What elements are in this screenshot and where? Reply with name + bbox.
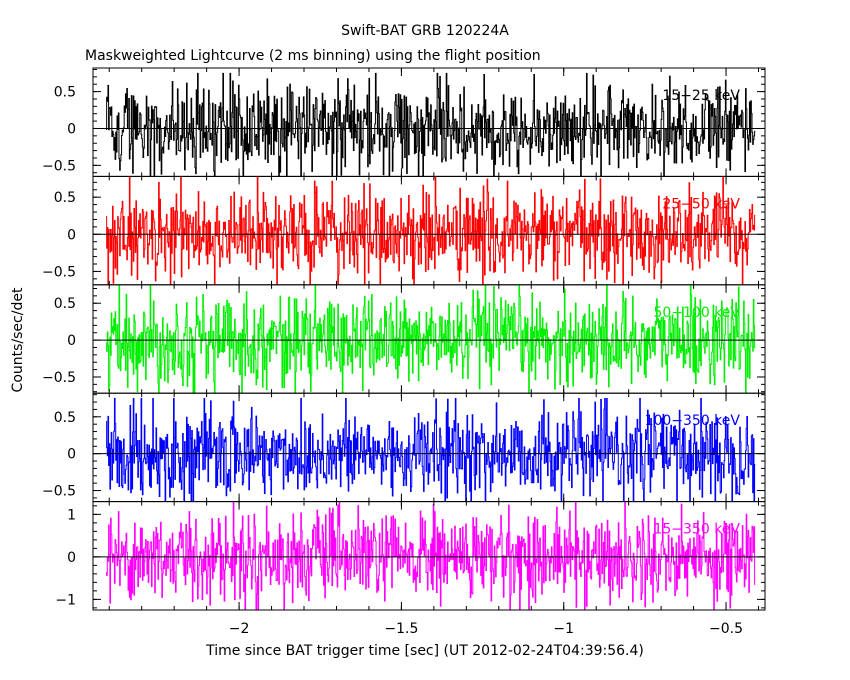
y-tick-label: −0.5	[42, 370, 76, 386]
series-line-15-350-kev	[105, 501, 756, 611]
panel-15-350-kev: −1 0 1 15−350 keV	[55, 501, 766, 611]
y-axis-label: Counts/sec/det	[10, 287, 26, 392]
y-tick-label: 0	[67, 333, 76, 349]
x-tick-label: −2	[229, 621, 250, 637]
y-tick-label: 0.5	[54, 296, 76, 312]
panel-25-50-kev: −0.5 0 0.5 25−50 keV	[42, 175, 766, 286]
y-tick-label: 0	[67, 121, 76, 137]
y-tick-label: 0.5	[54, 190, 76, 206]
panel-50-100-kev: −0.5 0 0.5 50−100 keV	[42, 284, 766, 394]
y-tick-label: 1	[67, 507, 76, 523]
y-tick-label: −0.5	[42, 158, 76, 174]
band-label: 100−350 keV	[645, 413, 741, 429]
x-axis-label: Time since BAT trigger time [sec] (UT 20…	[205, 643, 644, 659]
band-label: 15−350 keV	[653, 522, 740, 538]
y-tick-label: 0	[67, 227, 76, 243]
band-label: 15−25 keV	[662, 88, 740, 104]
y-tick-label: −1	[55, 592, 76, 608]
y-tick-label: −0.5	[42, 484, 76, 500]
y-tick-label: −0.5	[42, 264, 76, 280]
panels-group: −0.5 0 0.5 15−25 keV −0.5 0 0.5 25−50 keV −0.5 0 0…	[42, 67, 766, 611]
series-line-100-350-kev	[105, 398, 756, 502]
x-tick-label: −1.5	[384, 621, 418, 637]
y-tick-label: 0	[67, 447, 76, 463]
x-axis: −2 −1.5 −1 −0.5	[229, 621, 743, 637]
chart-subtitle: Maskweighted Lightcurve (2 ms binning) u…	[85, 48, 541, 64]
chart-title: Swift-BAT GRB 120224A	[341, 23, 509, 39]
panel-15-25-kev: −0.5 0 0.5 15−25 keV	[42, 67, 766, 177]
y-tick-label: 0	[67, 550, 76, 566]
band-label: 50−100 keV	[653, 305, 740, 321]
series-line-15-25-kev	[105, 72, 756, 177]
x-tick-label: −1	[553, 621, 574, 637]
y-tick-label: 0.5	[54, 410, 76, 426]
series-line-25-50-kev	[105, 176, 756, 285]
series-line-50-100-kev	[105, 284, 756, 394]
panel-100-350-kev: −0.5 0 0.5 100−350 keV	[42, 392, 766, 503]
band-label: 25−50 keV	[662, 196, 740, 212]
x-tick-label: −0.5	[709, 621, 743, 637]
panel-frame	[92, 501, 766, 611]
y-tick-label: 0.5	[54, 85, 76, 101]
